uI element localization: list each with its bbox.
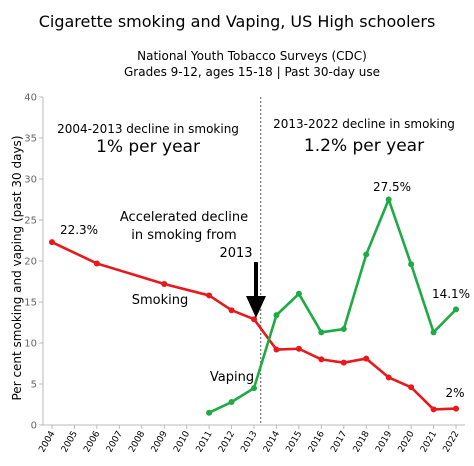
chart-title: Cigarette smoking and Vaping, US High sc… xyxy=(39,12,436,31)
data-point-smoking xyxy=(93,260,100,267)
y-tick-label: 30 xyxy=(24,175,37,186)
data-point-smoking xyxy=(340,359,347,366)
data-label-vaping-end: 14.1% xyxy=(432,287,470,301)
annotation-line3: 2013 xyxy=(219,246,252,261)
x-tick-label: 2018 xyxy=(352,429,372,454)
data-point-smoking xyxy=(408,384,415,391)
x-tick-label: 2015 xyxy=(284,430,304,455)
data-point-vaping xyxy=(430,329,437,336)
y-tick-label: 5 xyxy=(31,380,37,391)
y-tick-label: 40 xyxy=(24,93,37,104)
chart-subtitle-line2: Grades 9-12, ages 15-18 | Past 30-day us… xyxy=(124,65,380,79)
series-label-vaping: Vaping xyxy=(210,370,254,385)
data-point-vaping xyxy=(273,312,280,319)
x-tick-label: 2019 xyxy=(374,429,394,454)
data-point-smoking xyxy=(161,280,168,287)
series-line-vaping xyxy=(208,198,457,414)
x-tick-label: 2016 xyxy=(307,429,327,454)
data-point-vaping xyxy=(340,326,347,333)
x-tick-label: 2010 xyxy=(172,429,192,454)
x-tick-label: 2021 xyxy=(419,430,439,455)
data-point-smoking xyxy=(228,307,235,314)
data-point-vaping xyxy=(453,306,460,313)
x-tick-label: 2008 xyxy=(127,429,147,454)
chart-subtitle-line1: National Youth Tobacco Surveys (CDC) xyxy=(137,49,367,63)
data-point-smoking xyxy=(385,374,392,381)
period-right-rate: 1.2% per year xyxy=(304,136,424,156)
data-point-smoking xyxy=(251,316,257,323)
data-label-smoking-start: 22.3% xyxy=(60,223,98,237)
x-tick-label: 2022 xyxy=(442,430,462,455)
y-axis-label: Per cent smoking and vaping (past 30 day… xyxy=(10,136,24,401)
data-point-vaping xyxy=(385,196,392,203)
x-tick-label: 2004 xyxy=(37,429,57,454)
series xyxy=(48,196,460,416)
y-tick-label: 15 xyxy=(24,298,37,309)
x-tick-label: 2011 xyxy=(195,430,215,455)
data-label-vaping-peak: 27.5% xyxy=(373,180,411,194)
data-point-smoking xyxy=(206,292,213,299)
x-tick-label: 2005 xyxy=(60,430,80,455)
data-point-smoking xyxy=(48,239,55,246)
y-tick-label: 35 xyxy=(24,134,37,145)
x-tick-label: 2006 xyxy=(82,429,102,454)
x-tick-label: 2017 xyxy=(329,430,349,455)
data-point-smoking xyxy=(295,345,302,352)
series-label-smoking: Smoking xyxy=(132,293,189,308)
data-point-vaping xyxy=(363,251,370,258)
data-point-vaping xyxy=(228,399,235,406)
x-tick-label: 2020 xyxy=(397,429,417,454)
y-tick-label: 25 xyxy=(24,216,37,227)
data-label-smoking-end: 2% xyxy=(445,386,464,400)
data-point-vaping xyxy=(206,409,213,416)
data-point-smoking xyxy=(363,355,370,362)
period-right-label: 2013-2022 decline in smoking xyxy=(273,117,455,131)
x-tick-label: 2014 xyxy=(262,429,282,454)
data-point-vaping xyxy=(318,329,325,336)
data-point-vaping xyxy=(408,261,415,268)
data-point-smoking xyxy=(318,356,325,363)
data-point-smoking xyxy=(430,406,437,413)
period-left-rate: 1% per year xyxy=(96,137,200,157)
annotation-line1: Accelerated decline xyxy=(120,210,248,225)
data-point-vaping xyxy=(295,290,302,297)
period-left-label: 2004-2013 decline in smoking xyxy=(57,122,239,136)
y-tick-label: 10 xyxy=(24,339,37,350)
data-point-vaping xyxy=(251,385,257,392)
annotation-line2: in smoking from xyxy=(131,228,236,243)
annotation-arrow xyxy=(246,262,266,318)
x-tick-label: 2012 xyxy=(217,430,237,455)
data-point-smoking xyxy=(273,346,280,353)
x-tick-label: 2007 xyxy=(105,430,125,455)
x-tick-label: 2009 xyxy=(150,429,170,454)
x-tick-label: 2013 xyxy=(239,430,259,455)
y-tick-label: 0 xyxy=(31,421,37,432)
y-tick-label: 20 xyxy=(24,257,37,268)
data-point-smoking xyxy=(453,405,460,412)
